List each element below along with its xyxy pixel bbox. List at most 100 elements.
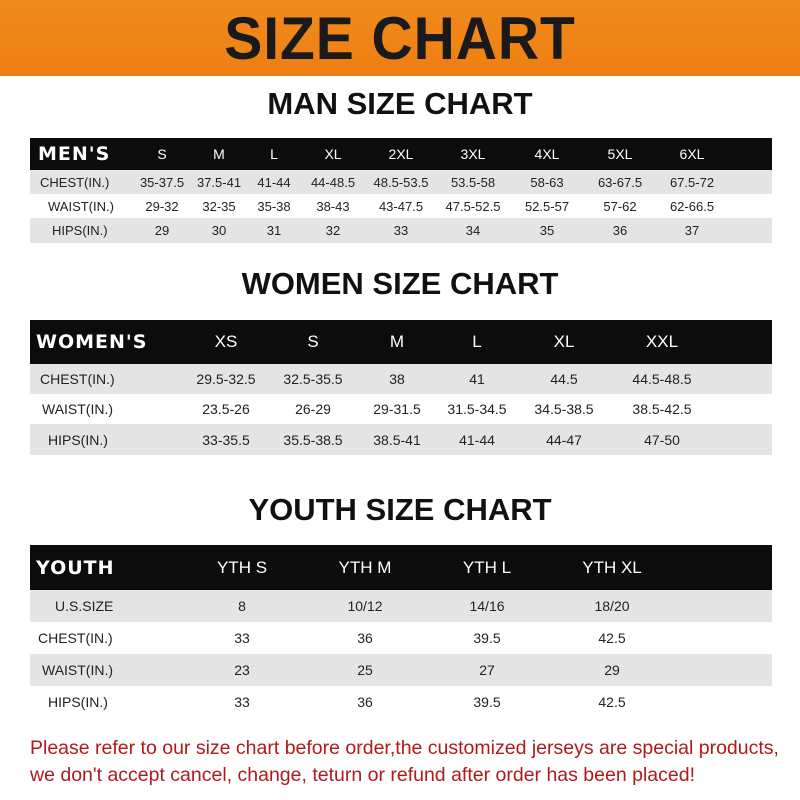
size-header: S [157,146,167,162]
men-heading: MAN SIZE CHART [267,86,533,121]
table-row: WAIST(IN.) 23.5-26 26-29 29-31.5 31.5-34.5 34… [30,394,772,424]
size-header: 2XL [388,146,414,162]
table-cell: 31 [266,223,282,238]
table-cell: 36 [357,694,373,710]
table-row: HIPS(IN.) 33-35.5 35.5-38.5 38.5-41 41-44 44-… [30,424,772,455]
header-row: YOUTH YTH S YTH M YTH L YTH XL [30,545,772,590]
table-cell: 10/12 [347,598,383,614]
table-cell: 41 [469,371,485,387]
table-cell: 31.5-34.5 [447,401,507,417]
youth-heading: YOUTH SIZE CHART [248,492,552,527]
table-label: YOUTH [36,556,115,579]
men-size-table: MEN'S S M L XL 2XL 3XL 4XL 5XL 6XL CHEST(IN.) 35-37… [30,138,772,243]
table-cell: 44.5-48.5 [632,371,692,387]
women-heading: WOMEN SIZE CHART [241,266,559,301]
table-row: WAIST(IN.) 23 25 27 29 [30,654,772,686]
table-cell: 29 [604,662,620,678]
row-label: HIPS(IN.) [48,431,108,448]
row-label: CHEST(IN.) [40,371,115,387]
table-cell: 14/16 [469,598,505,614]
page-title: SIZE CHART [224,4,576,72]
table-row: CHEST(IN.) 29.5-32.5 32.5-35.5 38 41 44.5 44.5… [30,364,772,394]
table-row: WAIST(IN.) 29-32 32-35 35-38 38-43 43-47.5 47.… [30,194,772,218]
table-cell: 52.5-57 [524,198,570,214]
table-cell: 43-47.5 [378,198,424,214]
size-header: YTH S [216,557,268,577]
table-cell: 8 [238,598,246,614]
table-cell: 32 [325,223,341,238]
title-banner: SIZE CHART [0,0,800,76]
table-cell: 35 [539,223,555,238]
table-cell: 35-37.5 [139,174,185,190]
table-cell: 25 [357,662,373,678]
size-header: YTH XL [582,557,642,577]
table-cell: 38-43 [316,198,350,214]
table-cell: 67.5-72 [669,174,715,190]
table-cell: 42.5 [598,694,626,710]
table-cell: 48.5-53.5 [373,174,429,190]
table-cell: 29.5-32.5 [196,371,256,387]
table-row: CHEST(IN.) 33 36 39.5 42.5 [30,622,772,654]
table-cell: 38.5-41 [373,431,421,448]
table-cell: 38 [389,371,405,387]
table-cell: 58-63 [530,174,564,190]
size-header: 5XL [607,146,633,162]
size-header: L [472,332,482,351]
table-cell: 32.5-35.5 [283,371,343,387]
table-cell: 30 [211,223,227,238]
table-cell: 42.5 [598,630,626,646]
table-label: MEN'S [38,143,111,165]
table-row: CHEST(IN.) 35-37.5 37.5-41 41-44 44-48.5 48.5… [30,170,772,194]
table-cell: 53.5-58 [450,174,496,190]
table-cell: 44.5 [550,371,578,387]
table-cell: 23 [234,662,250,678]
table-cell: 33 [234,630,250,646]
table-cell: 62-66.5 [669,198,715,214]
table-cell: 44-47 [546,431,582,448]
row-label: CHEST(IN.) [40,174,110,190]
table-cell: 47-50 [644,431,680,448]
table-row: U.S.SIZE 8 10/12 14/16 18/20 [30,590,772,622]
size-header: XL [553,332,575,351]
table-cell: 57-62 [603,198,637,214]
table-cell: 34.5-38.5 [534,401,594,417]
size-header: XL [324,146,342,162]
table-cell: 23.5-26 [202,401,250,417]
row-label: CHEST(IN.) [38,630,113,646]
women-size-table: WOMEN'S XS S M L XL XXL CHEST(IN.) 29.5-32.5 32.5… [30,320,772,455]
row-label: WAIST(IN.) [42,662,114,678]
table-cell: 37.5-41 [196,174,242,190]
header-row: WOMEN'S XS S M L XL XXL [30,320,772,364]
table-row: HIPS(IN.) 29 30 31 32 33 34 35 36 37 [30,218,772,243]
size-header: 4XL [534,146,560,162]
row-label: HIPS(IN.) [48,694,108,710]
table-row: HIPS(IN.) 33 36 39.5 42.5 [30,686,772,718]
size-header: XS [214,332,238,351]
order-notice: Please refer to our size chart before or… [30,737,779,786]
table-cell: 39.5 [473,630,501,646]
size-header: 6XL [679,146,705,162]
table-cell: 39.5 [473,694,501,710]
table-cell: 33 [234,694,250,710]
table-cell: 47.5-52.5 [445,198,501,214]
row-label: WAIST(IN.) [48,198,114,214]
size-header: 3XL [460,146,486,162]
table-cell: 34 [465,223,481,238]
table-label: WOMEN'S [36,331,148,353]
table-cell: 32-35 [202,198,236,214]
size-header: YTH M [338,557,392,577]
table-cell: 26-29 [295,401,331,417]
table-cell: 44-48.5 [310,174,356,190]
table-cell: 29 [154,223,170,238]
table-cell: 41-44 [257,174,291,190]
row-label: U.S.SIZE [55,598,114,614]
row-label: HIPS(IN.) [52,223,108,238]
size-header: YTH L [462,557,512,577]
table-cell: 38.5-42.5 [632,401,692,417]
table-cell: 35.5-38.5 [283,431,343,448]
size-header: M [213,146,225,162]
size-header: M [389,332,405,351]
table-cell: 35-38 [257,198,291,214]
size-header: L [270,146,278,162]
table-cell: 29-32 [145,198,179,214]
